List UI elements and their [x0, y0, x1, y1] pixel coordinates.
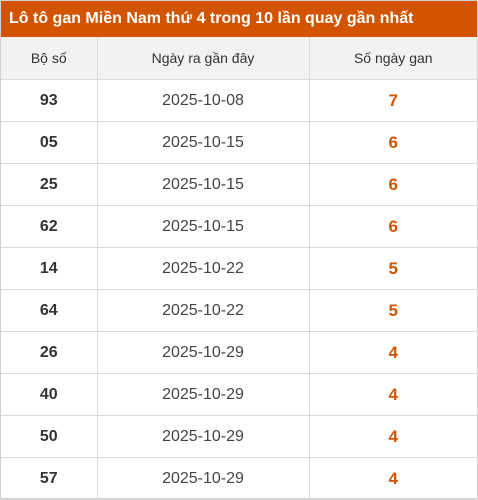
table-row: 14 2025-10-22 5: [1, 247, 477, 290]
cell-number: 05: [1, 121, 98, 164]
cell-last-date: 2025-10-22: [96, 247, 310, 290]
table-row: 40 2025-10-29 4: [1, 373, 477, 416]
table-row: 26 2025-10-29 4: [1, 331, 477, 374]
table-row: 50 2025-10-29 4: [1, 415, 477, 458]
cell-last-date: 2025-10-15: [96, 205, 310, 248]
column-header-last-date: Ngày ra gần đây: [96, 37, 310, 80]
cell-last-date: 2025-10-15: [96, 163, 310, 206]
cell-number: 62: [1, 205, 98, 248]
cell-gan-days: 6: [308, 205, 477, 248]
table-row: 05 2025-10-15 6: [1, 121, 477, 164]
cell-last-date: 2025-10-29: [96, 331, 310, 374]
cell-number: 14: [1, 247, 98, 290]
cell-gan-days: 4: [308, 457, 477, 500]
cell-last-date: 2025-10-15: [96, 121, 310, 164]
cell-gan-days: 5: [308, 289, 477, 332]
cell-number: 25: [1, 163, 98, 206]
cell-number: 50: [1, 415, 98, 458]
cell-number: 26: [1, 331, 98, 374]
cell-gan-days: 4: [308, 331, 477, 374]
cell-last-date: 2025-10-29: [96, 457, 310, 500]
panel-title: Lô tô gan Miền Nam thứ 4 trong 10 lần qu…: [1, 1, 477, 37]
table-row: 25 2025-10-15 6: [1, 163, 477, 206]
table-row: 57 2025-10-29 4: [1, 457, 477, 500]
cell-number: 64: [1, 289, 98, 332]
cell-gan-days: 6: [308, 121, 477, 164]
table-row: 64 2025-10-22 5: [1, 289, 477, 332]
cell-last-date: 2025-10-29: [96, 415, 310, 458]
cell-gan-days: 4: [308, 373, 477, 416]
cell-last-date: 2025-10-08: [96, 79, 310, 122]
table-row: 93 2025-10-08 7: [1, 79, 477, 122]
cell-number: 93: [1, 79, 98, 122]
cell-last-date: 2025-10-22: [96, 289, 310, 332]
cell-gan-days: 5: [308, 247, 477, 290]
column-header-number: Bộ số: [1, 37, 98, 80]
gan-table: Bộ số Ngày ra gần đây Số ngày gan 93 2025…: [1, 37, 477, 500]
cell-gan-days: 4: [308, 415, 477, 458]
cell-last-date: 2025-10-29: [96, 373, 310, 416]
cell-gan-days: 7: [308, 79, 477, 122]
table-row: 62 2025-10-15 6: [1, 205, 477, 248]
cell-gan-days: 6: [308, 163, 477, 206]
cell-number: 40: [1, 373, 98, 416]
column-header-gan-days: Số ngày gan: [308, 37, 477, 80]
table-header-row: Bộ số Ngày ra gần đây Số ngày gan: [1, 37, 477, 80]
cell-number: 57: [1, 457, 98, 500]
